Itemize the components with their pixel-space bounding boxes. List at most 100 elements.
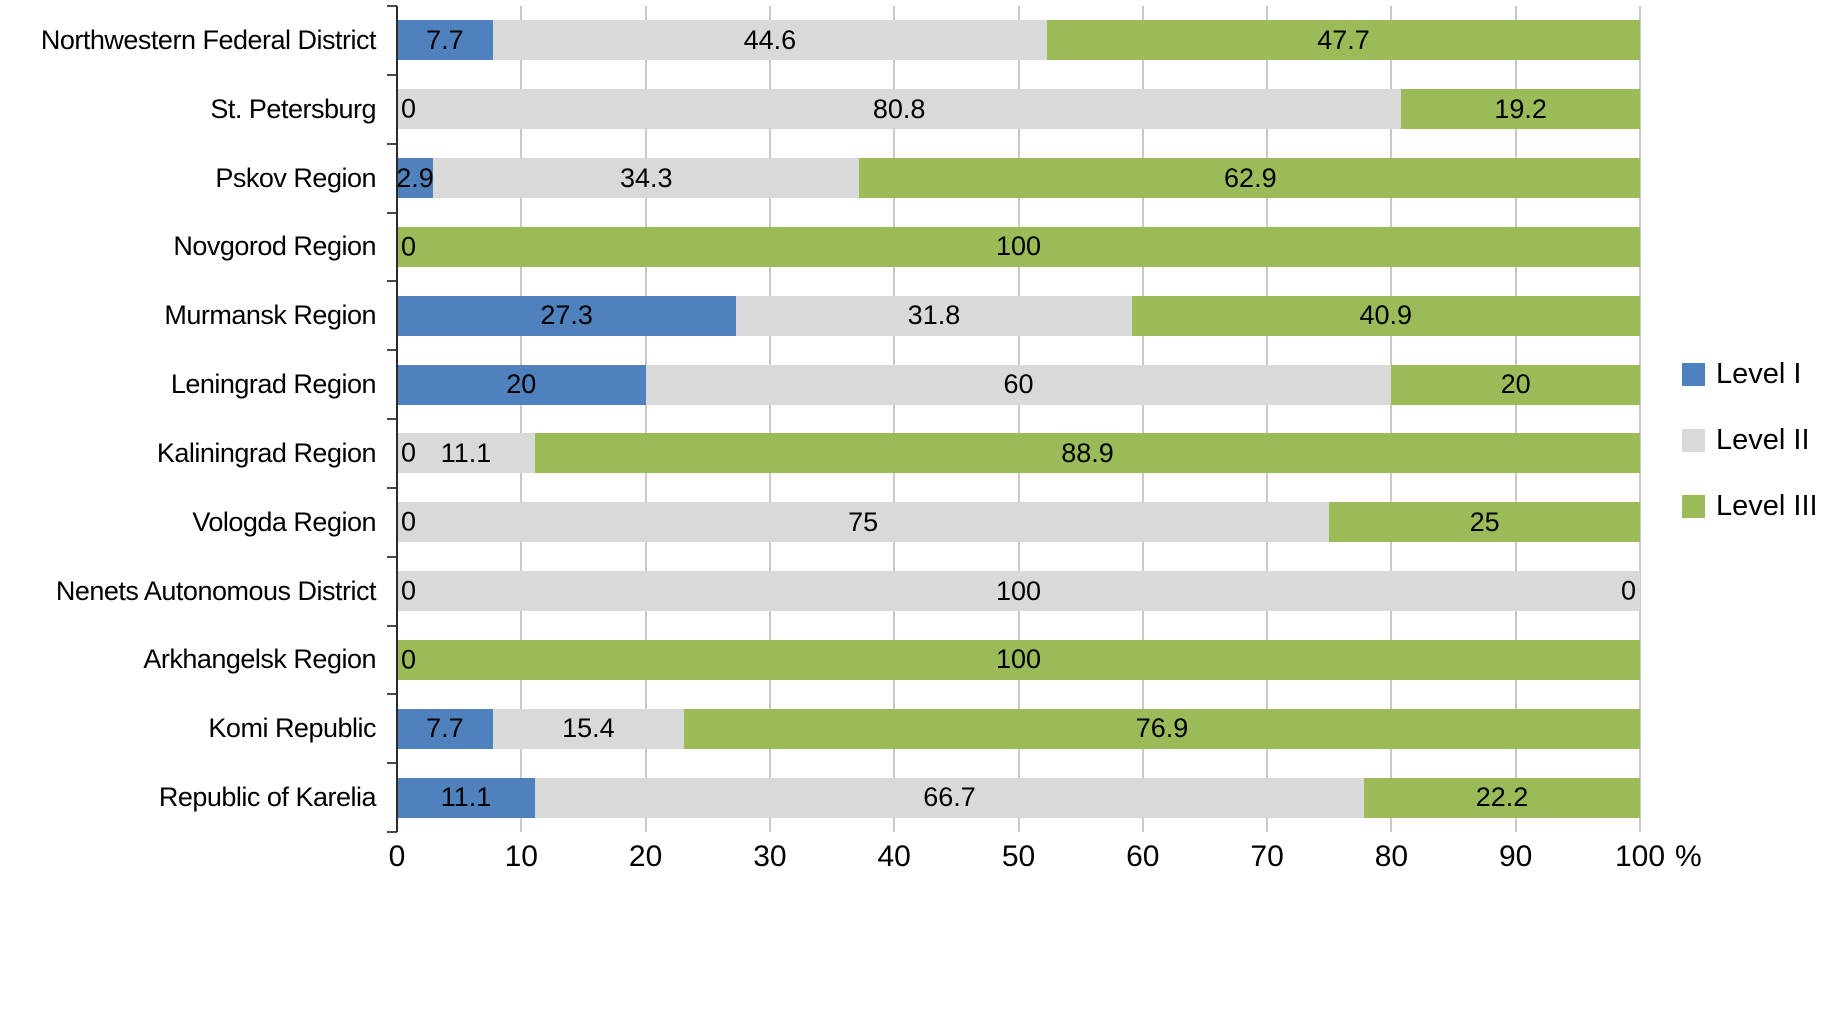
bar-row: 0 11.1 88.9 (397, 419, 1640, 488)
bar-segment: 7.7 (397, 20, 493, 61)
data-label: 22.2 (1475, 782, 1529, 813)
value-axis-tick-label: 10 (504, 840, 538, 873)
bar-segment: 11.1 (397, 433, 535, 474)
category-label-text: Komi Republic (208, 713, 376, 744)
stacked-bar: 11.1 66.7 22.2 (397, 777, 1640, 818)
legend-swatch-icon (1682, 362, 1705, 386)
legend-label: Level I (1716, 357, 1802, 390)
legend: Level I Level II Level III (1682, 352, 1818, 550)
category-label: Arkhangelsk Region (0, 625, 388, 694)
data-label: 100 (995, 575, 1042, 606)
category-label: Kaliningrad Region (0, 419, 388, 488)
category-tick-mark (387, 555, 397, 558)
category-axis-ticks (387, 5, 1640, 833)
category-label: Novgorod Region (0, 212, 388, 281)
category-label-text: Arkhangelsk Region (143, 644, 376, 675)
bar-row: 0 75 25 (397, 488, 1640, 557)
stacked-bar: 0 100 (397, 639, 1640, 680)
data-label-zero: 0 (401, 575, 417, 606)
stacked-bar: 0 100 0 (397, 571, 1640, 612)
gridline (1266, 6, 1269, 832)
legend-swatch-icon (1682, 428, 1705, 452)
category-label: St. Petersburg (0, 75, 388, 144)
category-label: Northwestern Federal District (0, 6, 388, 75)
legend-item: Level I (1682, 352, 1818, 396)
value-axis-unit-label: % (1675, 840, 1702, 873)
bar-segment: 47.7 (1047, 20, 1640, 61)
category-tick-mark (387, 5, 397, 7)
data-label: 40.9 (1359, 300, 1413, 331)
bar-segment: 19.2 (1401, 89, 1640, 130)
data-label: 25 (1469, 506, 1500, 537)
bar-segment: 100 (397, 571, 1640, 612)
data-label-zero: 0 (401, 93, 417, 124)
stacked-bar: 0 75 25 (397, 502, 1640, 543)
bar-segment: 20 (1391, 364, 1640, 405)
bar-segment: 80.8 (397, 89, 1402, 130)
category-label-text: Republic of Karelia (158, 782, 377, 813)
value-axis-tick-label: 90 (1499, 840, 1533, 873)
bar-segment: 100 (397, 226, 1640, 267)
gridline (1514, 6, 1517, 832)
value-axis-tick-label: 40 (877, 840, 911, 873)
legend-item: Level II (1682, 418, 1818, 462)
data-label: 76.9 (1135, 713, 1189, 744)
data-label: 66.7 (923, 782, 976, 813)
bar-row: 20 60 20 (397, 350, 1640, 419)
value-axis-tick-label: 50 (1001, 840, 1036, 873)
data-label: 27.3 (540, 300, 593, 331)
gridline (520, 6, 523, 832)
legend-label: Level II (1716, 423, 1810, 456)
bar-row: 0 100 (397, 212, 1640, 281)
gridline (768, 6, 771, 832)
data-label: 100 (995, 644, 1042, 675)
bar-segment: 44.6 (492, 20, 1048, 61)
legend-item: Level III (1682, 484, 1818, 528)
bar-segment: 100 (397, 639, 1640, 680)
bar-segment: 22.2 (1364, 777, 1640, 818)
bar-segment: 34.3 (433, 158, 860, 199)
category-tick-mark (387, 418, 397, 420)
gridline (644, 6, 647, 832)
bar-row: 7.7 44.6 47.7 (397, 6, 1640, 75)
bar-segment: 40.9 (1131, 295, 1640, 336)
category-label-text: Northwestern Federal District (40, 24, 377, 55)
data-label-zero: 0 (401, 437, 417, 468)
category-axis-line (396, 6, 398, 832)
data-label: 100 (995, 231, 1042, 262)
bar-row: 27.3 31.8 40.9 (397, 281, 1640, 350)
category-label-text: St. Petersburg (210, 93, 376, 124)
category-tick-mark (387, 693, 397, 696)
gridline (1639, 6, 1641, 832)
category-label: Nenets Autonomous District (0, 557, 388, 626)
data-label: 47.7 (1317, 24, 1370, 55)
category-tick-mark (387, 831, 397, 833)
data-label: 75 (848, 506, 879, 537)
data-label: 15.4 (562, 713, 615, 744)
bar-row: 2.9 34.3 62.9 (397, 144, 1640, 213)
gridline (1390, 6, 1393, 832)
data-label: 2.9 (397, 162, 434, 193)
category-label: Republic of Karelia (0, 763, 388, 832)
data-label: 34.3 (619, 162, 673, 193)
bar-segment: 66.7 (534, 777, 1365, 818)
value-axis: 0 10 20 30 40 50 60 70 80 90 100% (389, 840, 1702, 884)
category-tick-mark (387, 142, 397, 145)
category-tick-mark (387, 211, 397, 214)
stacked-bar: 7.7 44.6 47.7 (397, 20, 1640, 61)
category-label-text: Nenets Autonomous District (55, 575, 377, 606)
bar-segment: 76.9 (684, 708, 1640, 749)
category-label-text: Murmansk Region (164, 300, 376, 331)
bar-segment: 11.1 (397, 777, 535, 818)
bar-segment: 62.9 (859, 158, 1640, 199)
bar-row: 7.7 15.4 76.9 (397, 694, 1640, 763)
bar-row: 11.1 66.7 22.2 (397, 763, 1640, 832)
category-label-text: Novgorod Region (173, 231, 376, 262)
data-label: 7.7 (426, 24, 464, 55)
stacked-bar: 20 60 20 (397, 364, 1640, 405)
bar-row: 0 80.8 19.2 (397, 75, 1640, 144)
stacked-bar: 0 80.8 19.2 (397, 89, 1640, 130)
bar-segment: 2.9 (397, 158, 434, 199)
data-label: 60 (1003, 369, 1034, 400)
